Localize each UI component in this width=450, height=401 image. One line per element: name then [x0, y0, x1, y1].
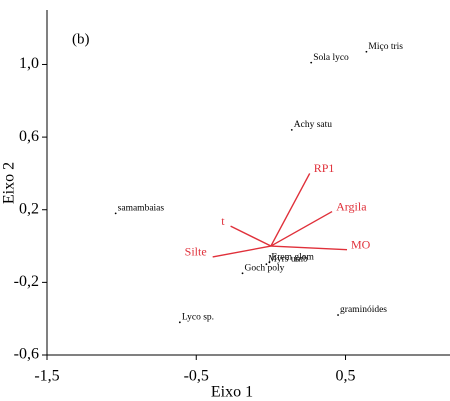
y-tick-label: -0,2	[14, 273, 39, 290]
point	[268, 261, 271, 264]
y-tick-label: 0,2	[19, 200, 39, 217]
point	[310, 61, 313, 64]
vector	[270, 245, 348, 251]
vector-label: MO	[351, 237, 371, 251]
point	[241, 272, 244, 275]
x-axis-label: Eixo 1	[211, 384, 253, 401]
point-label: Erem glom	[271, 253, 314, 263]
point-label: Lyco sp.	[182, 313, 214, 323]
point	[290, 128, 293, 131]
y-axis-label: Eixo 2	[1, 162, 18, 204]
vector	[270, 210, 333, 247]
point-label: Achy satu	[294, 120, 333, 130]
vector	[270, 173, 311, 247]
x-tick-label: -1,5	[34, 368, 59, 385]
y-tick-label: 1,0	[19, 55, 39, 72]
point	[265, 263, 268, 266]
point-label: Sola lyco	[313, 53, 349, 63]
vector-label: Argila	[336, 199, 367, 213]
vector	[212, 245, 272, 258]
point-label: Miço tris	[368, 42, 403, 52]
vector	[230, 225, 272, 247]
point	[114, 212, 117, 215]
chart-title: (b)	[72, 31, 90, 47]
point-label: Goch poly	[245, 263, 285, 273]
point	[337, 314, 339, 316]
point	[178, 321, 181, 324]
point-label: graminóides	[340, 305, 387, 315]
vector-label: t	[221, 214, 225, 228]
point-label: Myrs umb	[268, 254, 308, 264]
y-tick-label: -0,6	[14, 346, 39, 363]
point-label: samambaias	[118, 204, 165, 214]
y-tick-label: 0,6	[19, 128, 39, 145]
x-tick-label: -0,5	[184, 368, 209, 385]
x-tick-label: 0,5	[336, 368, 356, 385]
vector-label: Silte	[185, 245, 207, 259]
vector-label: RP1	[314, 161, 335, 175]
point	[365, 50, 368, 53]
